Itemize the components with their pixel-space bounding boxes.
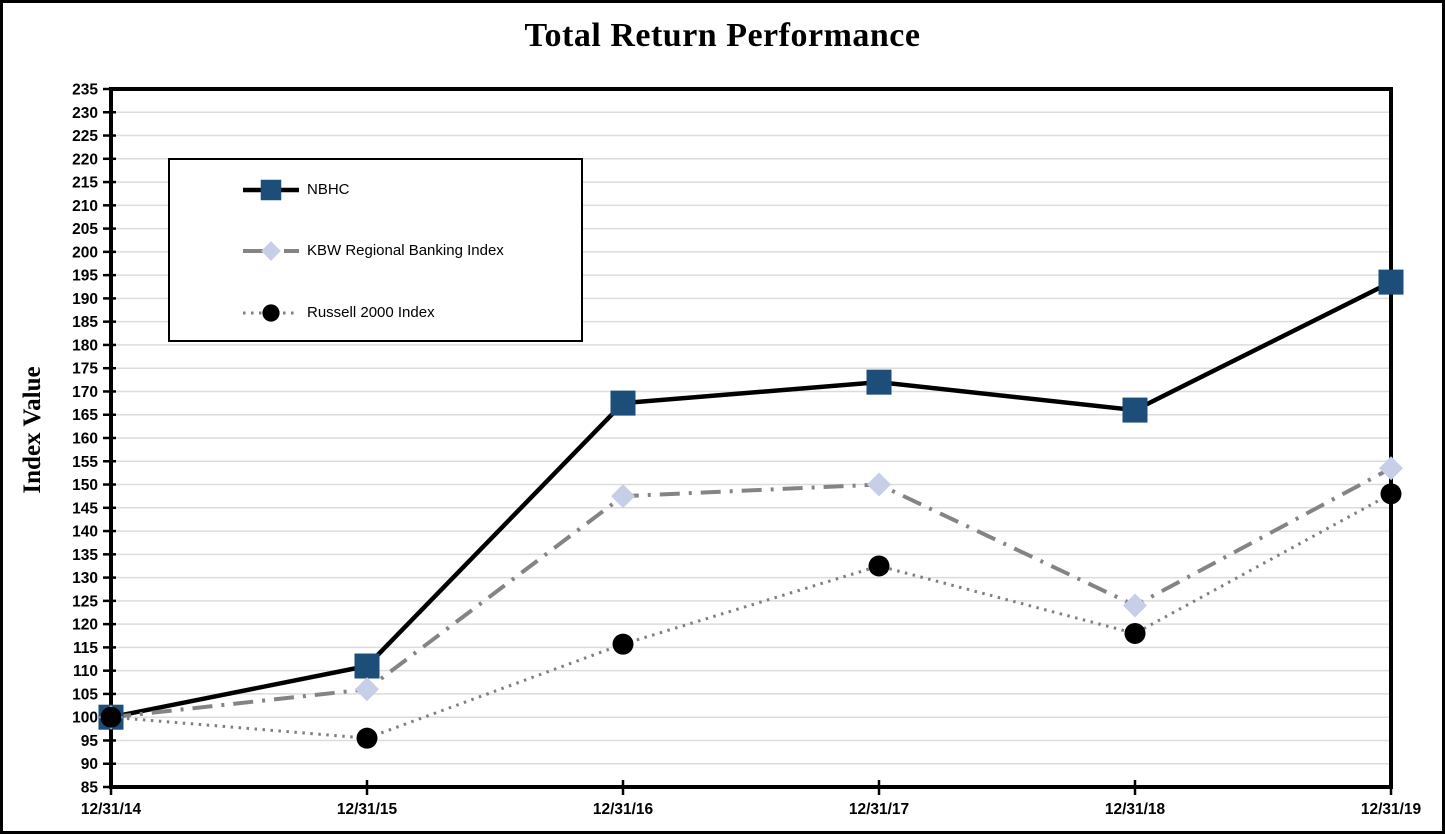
y-tick-label: 135 — [72, 547, 98, 564]
x-tick-label: 12/31/19 — [1361, 801, 1422, 818]
y-tick-label: 160 — [72, 431, 98, 448]
y-tick-label: 210 — [72, 198, 98, 215]
legend-item-russell-2000-index: Russell 2000 Index — [242, 300, 435, 326]
series-line-0 — [110, 280, 1393, 720]
marker-circle — [868, 555, 890, 577]
y-tick-label: 190 — [72, 291, 98, 308]
marker-diamond — [1123, 593, 1147, 618]
y-tick-label: 90 — [81, 756, 98, 773]
y-tick-label: 215 — [72, 175, 98, 192]
marker-square — [610, 390, 636, 416]
y-tick-label: 180 — [72, 337, 98, 354]
x-tick-label: 12/31/16 — [593, 801, 654, 818]
x-tick-label: 12/31/18 — [1105, 801, 1166, 818]
y-tick-label: 225 — [72, 128, 98, 145]
x-tick-label: 12/31/14 — [81, 801, 142, 818]
y-tick-label: 145 — [72, 500, 98, 517]
y-tick-label: 230 — [72, 105, 98, 122]
russell-line-circle-marker-icon — [243, 304, 299, 322]
y-tick-label: 110 — [73, 663, 98, 680]
marker-square — [866, 369, 892, 395]
y-tick-label: 85 — [81, 780, 99, 797]
legend-item-nbhc: NBHC — [242, 177, 350, 203]
y-tick-label: 220 — [72, 151, 98, 168]
y-tick-label: 185 — [72, 314, 98, 331]
chart-title: Total Return Performance — [524, 17, 921, 54]
marker-circle — [100, 706, 122, 728]
y-tick-label: 120 — [72, 617, 98, 634]
marker-square — [260, 179, 282, 201]
marker-square — [1122, 397, 1148, 423]
x-tick-label: 12/31/17 — [849, 801, 909, 818]
legend-label-nbhc: NBHC — [307, 181, 350, 198]
y-tick-label: 95 — [81, 733, 99, 750]
y-tick-label: 105 — [72, 686, 98, 703]
y-tick-label: 170 — [72, 384, 98, 401]
marker-circle — [1124, 622, 1146, 644]
series-line-1 — [110, 466, 1392, 720]
y-tick-label: 130 — [72, 570, 98, 587]
marker-circle — [262, 304, 280, 322]
y-tick-label: 150 — [72, 477, 98, 494]
x-tick-label: 12/31/15 — [337, 801, 398, 818]
y-tick-label: 235 — [72, 82, 98, 99]
marker-square — [354, 653, 380, 679]
y-tick-label: 115 — [73, 640, 98, 657]
y-tick-label: 165 — [72, 407, 98, 424]
y-tick-label: 100 — [72, 710, 98, 727]
y-tick-label: 155 — [72, 454, 98, 471]
marker-diamond — [867, 472, 891, 497]
legend-item-kbw-regional-banking-index: KBW Regional Banking Index — [242, 238, 504, 264]
y-tick-label: 205 — [72, 221, 98, 238]
y-tick-label: 200 — [72, 244, 98, 261]
y-tick-label: 125 — [72, 593, 98, 610]
marker-diamond — [1379, 456, 1403, 481]
legend-label-russell: Russell 2000 Index — [307, 304, 435, 321]
nbhc-line-square-marker-icon — [243, 179, 299, 201]
marker-diamond — [261, 241, 281, 261]
legend: NBHC KBW Regional Banking Index Russell … — [168, 158, 583, 342]
y-tick-label: 195 — [72, 268, 98, 285]
marker-circle — [612, 633, 634, 655]
y-tick-label: 175 — [72, 361, 98, 378]
kbw-line-diamond-marker-icon — [243, 241, 299, 261]
marker-circle — [1380, 483, 1402, 505]
marker-diamond — [355, 677, 379, 702]
marker-circle — [356, 727, 378, 749]
legend-label-kbw: KBW Regional Banking Index — [307, 242, 504, 259]
chart-plot-area: 85 90 95 100 105 110 115 120 125 130 135 140 145 150 1… — [72, 82, 1422, 819]
marker-diamond — [611, 484, 635, 509]
marker-square — [1378, 269, 1404, 295]
y-tick-label: 140 — [72, 524, 98, 541]
